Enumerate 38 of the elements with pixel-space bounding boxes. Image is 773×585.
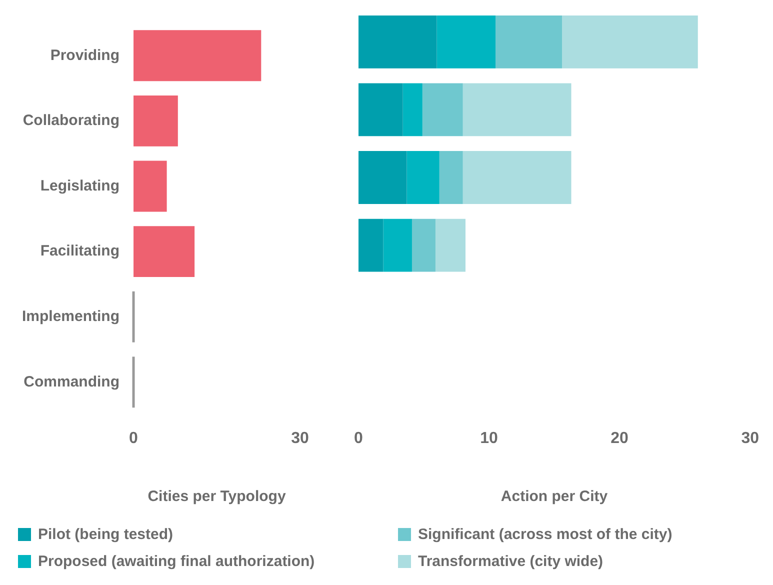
legend-label: Transformative (city wide): [418, 553, 604, 570]
bar: [562, 15, 698, 68]
y-tick-label: Implementing: [22, 308, 120, 325]
legend-label: Significant (across most of the city): [418, 526, 672, 543]
bar: [134, 30, 262, 82]
x-axis-title: Action per City: [500, 488, 608, 506]
x-tick-label: 30: [741, 430, 760, 447]
legend-label: Proposed (awaiting final authorization): [38, 553, 315, 570]
bar: [435, 218, 466, 272]
x-tick-label: 10: [480, 430, 498, 447]
x-tick-label: 0: [129, 430, 138, 447]
legend-label: Pilot (being tested): [38, 526, 173, 543]
x-tick-label: 0: [354, 430, 363, 447]
bar: [134, 226, 195, 278]
bar: [406, 151, 440, 204]
bar: [412, 218, 436, 272]
y-tick-label: Providing: [50, 46, 120, 64]
y-tick-label: Commanding: [24, 373, 120, 390]
bar: [358, 15, 437, 68]
bar: [358, 218, 384, 272]
y-tick-label: Collaborating: [22, 112, 120, 130]
x-axis-title: Cities per Typology: [148, 488, 286, 506]
bar: [422, 83, 463, 136]
bar: [358, 151, 407, 204]
bar: [462, 151, 572, 204]
bar: [383, 218, 412, 272]
x-tick-label: 30: [291, 430, 309, 447]
x-tick-label: 20: [610, 430, 629, 447]
y-tick-label: Facilitating: [40, 242, 120, 260]
y-tick-label: Legislating: [40, 177, 120, 194]
bar: [462, 83, 572, 136]
bar: [496, 15, 562, 68]
bar: [358, 83, 403, 136]
bar: [402, 83, 422, 136]
bar: [439, 151, 463, 204]
bar: [134, 160, 167, 212]
bar: [134, 95, 178, 146]
bar: [436, 15, 496, 68]
